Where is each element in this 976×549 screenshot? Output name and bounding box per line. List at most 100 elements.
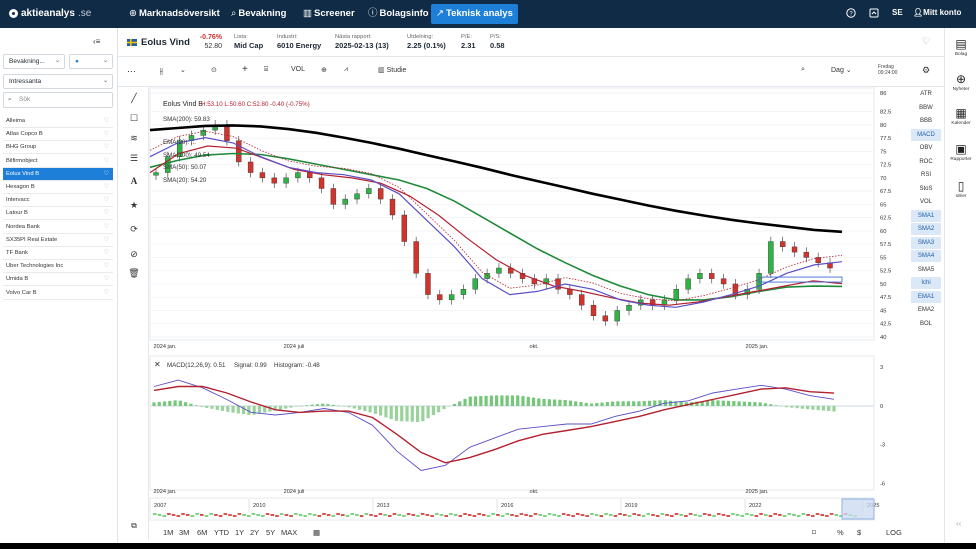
period-1m[interactable]: 1M [163, 528, 174, 537]
sidebar-kalender[interactable]: ▦ Kalender [945, 106, 976, 126]
heart-icon[interactable]: ♡ [103, 170, 109, 177]
globe-icon[interactable]: ⊕ [321, 67, 327, 74]
list-item[interactable]: Uber Technologies Inc ♡ [3, 260, 113, 274]
heart-icon[interactable]: ♡ [103, 118, 109, 124]
list-item[interactable]: Alleima ♡ [3, 115, 113, 128]
collapse-panel-icon[interactable]: ‹≡ [93, 37, 101, 46]
tag-icon[interactable]: ⌑ [812, 528, 816, 537]
account-menu[interactable]: 👤︎Mitt konto [913, 8, 962, 17]
text-tool-icon[interactable]: A [130, 176, 138, 186]
expand-icon[interactable]: ‹‹ [956, 519, 962, 528]
search-input[interactable]: ⌕ Sök [3, 92, 113, 108]
line-tool-icon[interactable]: ╱ [131, 93, 137, 103]
camera-icon[interactable]: ⌸ [264, 66, 269, 73]
sidebar-nyheter[interactable]: ⊕ Nyheter [945, 72, 976, 92]
indicator-stos[interactable]: StoS [919, 185, 933, 192]
indicator-rsi[interactable]: RSI [920, 172, 931, 178]
list-item[interactable]: Latour B ♡ [3, 207, 113, 221]
heart-icon[interactable]: ♡ [103, 144, 109, 151]
heart-icon[interactable]: ♡ [103, 131, 109, 138]
sidebar-bolag[interactable]: ▤ Bolag [945, 37, 976, 57]
indicator-atr[interactable]: ATR [920, 91, 932, 97]
trash-icon[interactable]: 🗑︎ [128, 268, 140, 278]
more-icon[interactable]: ⋯ [127, 66, 136, 76]
watchlist-select[interactable]: Bevakning... ⌄ [3, 54, 65, 69]
candlestick-icon[interactable]: ⫲ [160, 66, 163, 76]
region-select[interactable]: ● ⌄ [69, 54, 113, 69]
period-select[interactable]: Dag ⌄ [831, 67, 852, 74]
period-ytd[interactable]: YTD [214, 528, 229, 537]
list-item[interactable]: TF Bank ♡ [3, 247, 113, 260]
rectangle-tool-icon[interactable]: ☐ [129, 113, 139, 123]
heart-icon[interactable]: ♡ [103, 210, 109, 217]
indicator-obv[interactable]: OBV [919, 145, 933, 151]
indicator-roc[interactable]: ROC [919, 158, 933, 165]
heart-icon[interactable]: ♡ [103, 289, 109, 296]
indicator-macd[interactable]: MACD [911, 128, 941, 141]
list-item[interactable]: BHG Group ♡ [3, 141, 113, 155]
chevron-down-icon[interactable]: ⌄ [180, 67, 186, 74]
logo[interactable]: aktieanalys .se [9, 8, 91, 19]
help-icon[interactable]: ? [846, 8, 856, 20]
calendar-icon[interactable]: ▦ [313, 528, 321, 537]
nav-screener[interactable]: ▥ Screener [303, 8, 355, 19]
indicator-bbb[interactable]: BBB [919, 118, 932, 124]
currency-toggle[interactable]: $ [857, 528, 862, 537]
heart-icon[interactable]: ♡ [103, 276, 109, 283]
log-toggle[interactable]: LOG [886, 528, 902, 537]
fibonacci-tool-icon[interactable]: ☰ [129, 153, 139, 163]
list-select[interactable]: Intressanta ⌄ [3, 74, 113, 89]
list-item[interactable]: Volvo Car B ♡ [3, 287, 113, 300]
list-item[interactable]: Intervacc ♡ [3, 194, 113, 208]
magnet-icon[interactable]: ⟳ [130, 224, 138, 234]
percent-toggle[interactable]: % [837, 528, 844, 537]
indicator-sma1[interactable]: SMA1 [911, 209, 941, 222]
heart-icon[interactable]: ♡ [103, 157, 109, 164]
hide-icon[interactable]: ⊘ [130, 249, 138, 259]
crosshair-icon[interactable]: ⊙ [211, 67, 217, 74]
list-item[interactable]: SX35PI Real Estate ♡ [3, 234, 113, 247]
indicator-bol[interactable]: BOL [919, 320, 932, 327]
favorite-heart-icon[interactable]: ♡ [922, 36, 931, 46]
heart-icon[interactable]: ♡ [103, 250, 109, 256]
sidebar-rapporter[interactable]: ▣ Rapporter [945, 142, 976, 162]
indicator-ema1[interactable]: EMA1 [911, 290, 941, 303]
tree-icon[interactable]: ⧉ [131, 521, 137, 530]
list-item[interactable]: Atlas Copco B ♡ [3, 128, 113, 142]
nav-marknadsoversikt[interactable]: ⊕ Marknadsöversikt [129, 8, 220, 19]
gear-icon[interactable]: ⚙︎ [922, 65, 931, 75]
studie-button[interactable]: ▥ Studie [378, 67, 407, 74]
period-1y[interactable]: 1Y [235, 528, 245, 537]
period-6m[interactable]: 6M [197, 528, 208, 537]
list-item[interactable]: Hexagon B ♡ [3, 181, 113, 194]
nav-bolagsinfo[interactable]: ⓘ Bolagsinfo [368, 8, 429, 19]
list-item[interactable]: Bilfirmobject ♡ [3, 155, 113, 168]
heart-icon[interactable]: ♡ [103, 223, 109, 230]
heart-icon[interactable]: ♡ [103, 236, 109, 243]
zoom-icon[interactable]: ⌕ [801, 66, 805, 73]
indicator-sma5[interactable]: SMA5 [917, 266, 935, 273]
list-item[interactable]: Eolus Vind B ♡ [3, 167, 113, 181]
list-item[interactable]: Umida B ♡ [3, 273, 113, 287]
indicator-sma2[interactable]: SMA2 [911, 223, 941, 235]
indicator-sma3[interactable]: SMA3 [911, 236, 941, 249]
compare-icon[interactable]: ⩘ [344, 66, 348, 73]
nav-teknisk-analys[interactable]: ↗ Teknisk analys [431, 4, 518, 24]
nav-bevakning[interactable]: ⌕ Bevakning [231, 8, 287, 19]
indicator-ichi[interactable]: Ichi [911, 277, 941, 289]
period-max[interactable]: MAX [281, 528, 298, 537]
sidebar-idéer[interactable]: ▯ Idéer [945, 179, 976, 199]
language-select[interactable]: SE [892, 8, 903, 17]
period-2y[interactable]: 2Y [250, 528, 260, 537]
add-icon[interactable]: + [242, 64, 248, 75]
indicator-vol[interactable]: VOL [919, 199, 932, 205]
volume-toggle[interactable]: VOL [291, 66, 306, 73]
heart-icon[interactable]: ♡ [103, 197, 109, 204]
heart-icon[interactable]: ♡ [103, 184, 109, 190]
star-tool-icon[interactable]: ★ [129, 200, 139, 210]
indicator-bbw[interactable]: BBW [919, 104, 933, 111]
period-5y[interactable]: 5Y [266, 528, 276, 537]
heart-icon[interactable]: ♡ [103, 263, 109, 270]
indicator-sma4[interactable]: SMA4 [911, 250, 941, 262]
channel-tool-icon[interactable]: ≋ [130, 133, 138, 143]
